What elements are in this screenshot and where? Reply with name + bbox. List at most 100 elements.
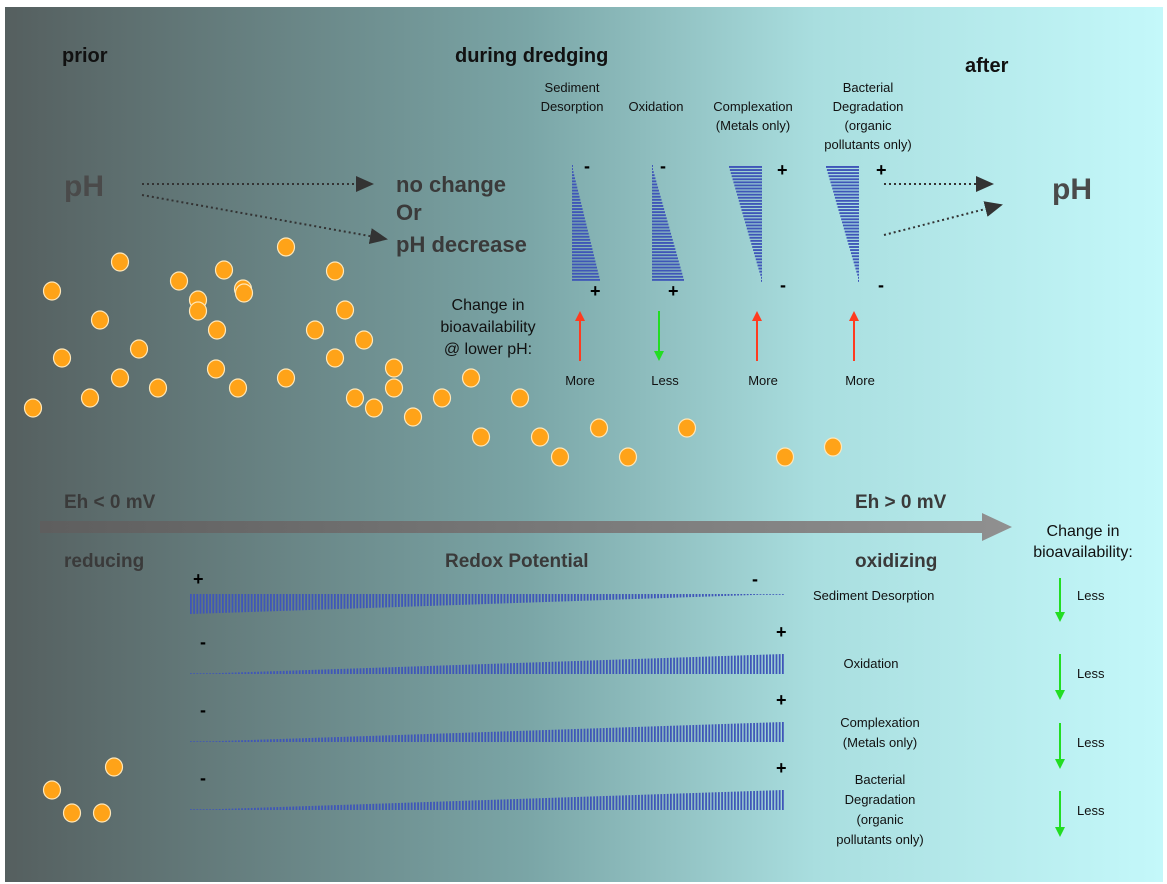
particle-25: [345, 388, 365, 408]
particle-32: [510, 388, 530, 408]
redox-right-sign-1: +: [776, 622, 787, 642]
redox-process-name-1-line-0: Oxidation: [844, 656, 899, 671]
ph-process-name-3-line-3: pollutants only): [824, 137, 911, 152]
ph-process-name-0-line-1: Desorption: [541, 99, 604, 114]
redox-effect-2: Less: [1077, 735, 1105, 750]
particle-31: [461, 368, 481, 388]
ph-outcome-no-change: no change: [396, 172, 506, 197]
redox-process-name-3-line-3: pollutants only): [836, 832, 923, 847]
ph-process-top-sign-1: -: [660, 156, 666, 176]
particle-17: [228, 378, 248, 398]
eh-positive-label: Eh > 0 mV: [855, 492, 947, 513]
particle-18: [276, 237, 296, 257]
particle-33: [471, 427, 491, 447]
ph-change-label-line-2: bioavailability: [440, 319, 535, 336]
ph-outcome-decrease: pH decrease: [396, 232, 527, 257]
redox-process-name-3-line-1: Degradation: [845, 792, 916, 807]
ph-wedges: [572, 165, 859, 282]
particle-0: [110, 252, 130, 272]
ph-effect-arrow-3: [849, 311, 859, 361]
ph-process-name-0-line-0: Sediment: [545, 80, 600, 95]
redox-wedge-1: [190, 654, 784, 674]
particle-19: [325, 261, 345, 281]
redox-wedge-3: [190, 790, 784, 810]
redox-left-sign-0: +: [193, 569, 204, 589]
particle-15: [207, 320, 227, 340]
particle-41: [104, 757, 124, 777]
particle-14: [234, 283, 254, 303]
particle-5: [110, 368, 130, 388]
redox-process-name-3-line-0: Bacterial: [855, 772, 906, 787]
particle-26: [364, 398, 384, 418]
ph-wedge-0: [572, 165, 600, 281]
particle-29: [403, 407, 423, 427]
particle-38: [677, 418, 697, 438]
redox-right-sign-2: +: [776, 690, 787, 710]
redox-gradient-arrow: [40, 513, 1012, 541]
particle-24: [276, 368, 296, 388]
particle-39: [775, 447, 795, 467]
ph-wedge-1: [652, 165, 684, 281]
particle-40: [823, 437, 843, 457]
redox-bioavailability-arrows: [1055, 578, 1065, 837]
particle-20: [335, 300, 355, 320]
particle-34: [530, 427, 550, 447]
particle-9: [169, 271, 189, 291]
sediment-particles: [23, 237, 843, 823]
redox-wedge-0: [190, 594, 784, 614]
particle-43: [62, 803, 82, 823]
redox-change-label-line-1: Change in: [1047, 523, 1120, 540]
particle-37: [618, 447, 638, 467]
ph-process-name-3-line-1: Degradation: [833, 99, 904, 114]
phase-after-heading: after: [965, 55, 1009, 77]
particle-6: [80, 388, 100, 408]
redox-effect-arrow-2: [1055, 723, 1065, 769]
redox-process-name-2-line-0: Complexation: [840, 715, 920, 730]
redox-process-name-0-line-0: Sediment Desorption: [813, 588, 934, 603]
background-panel: [5, 7, 1163, 882]
redox-process-name-2-line-1: (Metals only): [843, 735, 917, 750]
ph-change-label-line-3: @ lower pH:: [444, 341, 532, 358]
particle-30: [432, 388, 452, 408]
ph-left-label: pH: [64, 170, 104, 203]
ph-decrease-arrow: [141, 194, 388, 245]
ph-process-bottom-sign-2: -: [780, 275, 786, 295]
ph-change-label-line-1: Change in: [452, 297, 525, 314]
redox-wedges: [190, 594, 784, 810]
redox-right-sign-0: -: [752, 569, 758, 589]
redox-right-sign-3: +: [776, 758, 787, 778]
redox-effect-3: Less: [1077, 803, 1105, 818]
ph-effect-arrow-1: [654, 311, 664, 361]
particle-28: [384, 378, 404, 398]
particle-27: [384, 358, 404, 378]
eh-negative-label: Eh < 0 mV: [64, 492, 156, 513]
ph-wedge-3: [826, 166, 859, 282]
particle-16: [206, 359, 226, 379]
particle-2: [90, 310, 110, 330]
redox-process-name-3-line-2: (organic: [857, 812, 904, 827]
ph-wedge-2: [729, 166, 762, 282]
ph-process-name-1-line-0: Oxidation: [629, 99, 684, 114]
particle-3: [52, 348, 72, 368]
redox-left-sign-3: -: [200, 768, 206, 788]
redox-process-group: + - - + - + - + Sediment Desorption Oxid…: [190, 569, 1105, 847]
particle-23: [325, 348, 345, 368]
redox-effect-0: Less: [1077, 588, 1105, 603]
redox-effect-arrow-0: [1055, 578, 1065, 622]
ph-process-name-2-line-0: Complexation: [713, 99, 793, 114]
particle-4: [129, 339, 149, 359]
particle-1: [42, 281, 62, 301]
redox-potential-title: Redox Potential: [445, 551, 589, 572]
ph-effect-2: More: [748, 373, 778, 388]
particle-7: [23, 398, 43, 418]
ph-effect-arrow-2: [752, 311, 762, 361]
reducing-label: reducing: [64, 551, 144, 572]
ph-process-name-2-line-1: (Metals only): [716, 118, 790, 133]
ph-process-name-3-line-2: (organic: [845, 118, 892, 133]
ph-bioavailability-arrows: [575, 311, 859, 361]
redox-effect-arrow-3: [1055, 791, 1065, 837]
particle-8: [148, 378, 168, 398]
ph-effect-0: More: [565, 373, 595, 388]
